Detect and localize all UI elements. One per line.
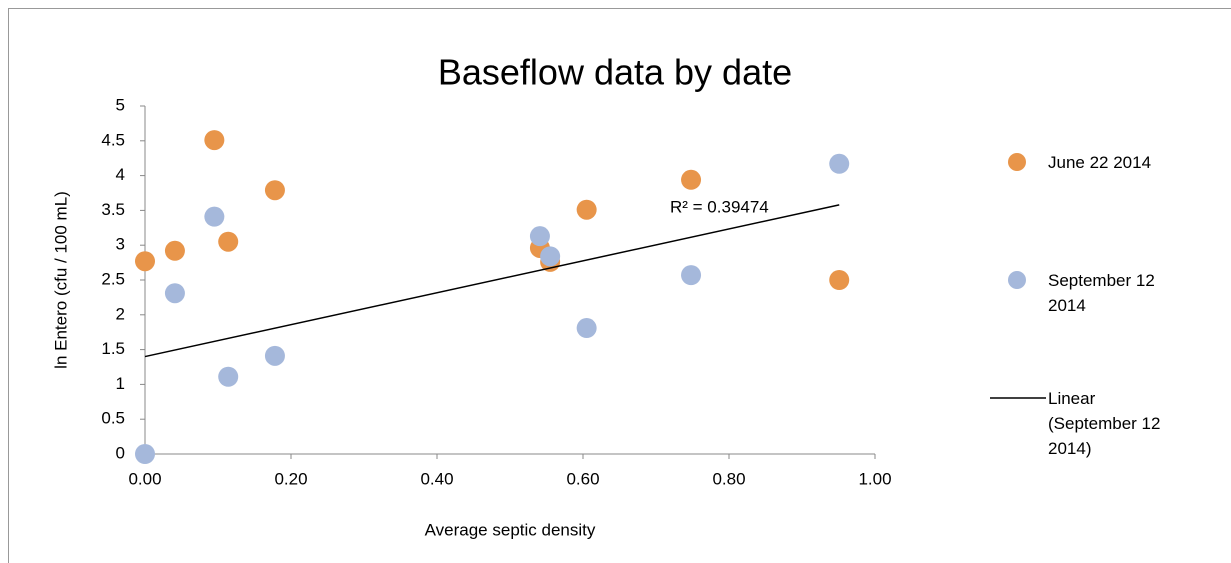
y-tick-label: 0.5 <box>101 409 125 428</box>
data-point <box>681 265 702 286</box>
chart-title: Baseflow data by date <box>438 52 792 93</box>
y-tick-label: 1.5 <box>101 339 125 358</box>
data-point <box>540 246 561 267</box>
data-point <box>264 180 285 201</box>
x-tick-label: 0.60 <box>566 469 599 488</box>
y-tick-label: 2.5 <box>101 269 125 288</box>
data-point <box>576 318 597 339</box>
y-axis-label: ln Entero (cfu / 100 mL) <box>51 191 70 369</box>
data-point <box>164 240 185 261</box>
legend-marker <box>1008 153 1026 171</box>
y-tick-label: 5 <box>116 95 125 114</box>
legend-label: Linear (September 12 2014) <box>1048 389 1161 458</box>
x-tick-label: 0.20 <box>274 469 307 488</box>
data-point <box>204 206 225 227</box>
data-point <box>681 169 702 190</box>
y-tick-label: 2 <box>116 304 125 323</box>
x-tick-label: 0.00 <box>128 469 161 488</box>
legend-label: September 12 2014 <box>1048 271 1155 315</box>
data-point <box>829 153 850 174</box>
y-tick-label: 3.5 <box>101 200 125 219</box>
data-point <box>264 345 285 366</box>
x-tick-label: 0.80 <box>712 469 745 488</box>
y-tick-label: 1 <box>116 374 125 393</box>
y-tick-label: 4.5 <box>101 130 125 149</box>
y-tick-label: 0 <box>116 443 125 462</box>
x-tick-label: 0.40 <box>420 469 453 488</box>
y-tick-label: 3 <box>116 235 125 254</box>
data-point <box>204 130 225 151</box>
data-point <box>829 270 850 290</box>
data-point <box>164 283 185 304</box>
trendline-label: R² = 0.39474 <box>670 197 769 216</box>
chart-frame <box>8 8 1231 563</box>
legend-marker <box>1008 271 1026 289</box>
data-point <box>135 251 155 272</box>
x-axis-label: Average septic density <box>425 520 596 539</box>
legend-label: June 22 2014 <box>1048 153 1152 172</box>
data-point <box>576 199 597 220</box>
data-point <box>218 366 239 387</box>
data-point <box>135 444 155 464</box>
y-tick-label: 4 <box>116 165 125 184</box>
x-tick-label: 1.00 <box>858 469 891 488</box>
trendline <box>144 204 840 358</box>
data-point <box>529 226 550 247</box>
data-point <box>218 231 239 252</box>
